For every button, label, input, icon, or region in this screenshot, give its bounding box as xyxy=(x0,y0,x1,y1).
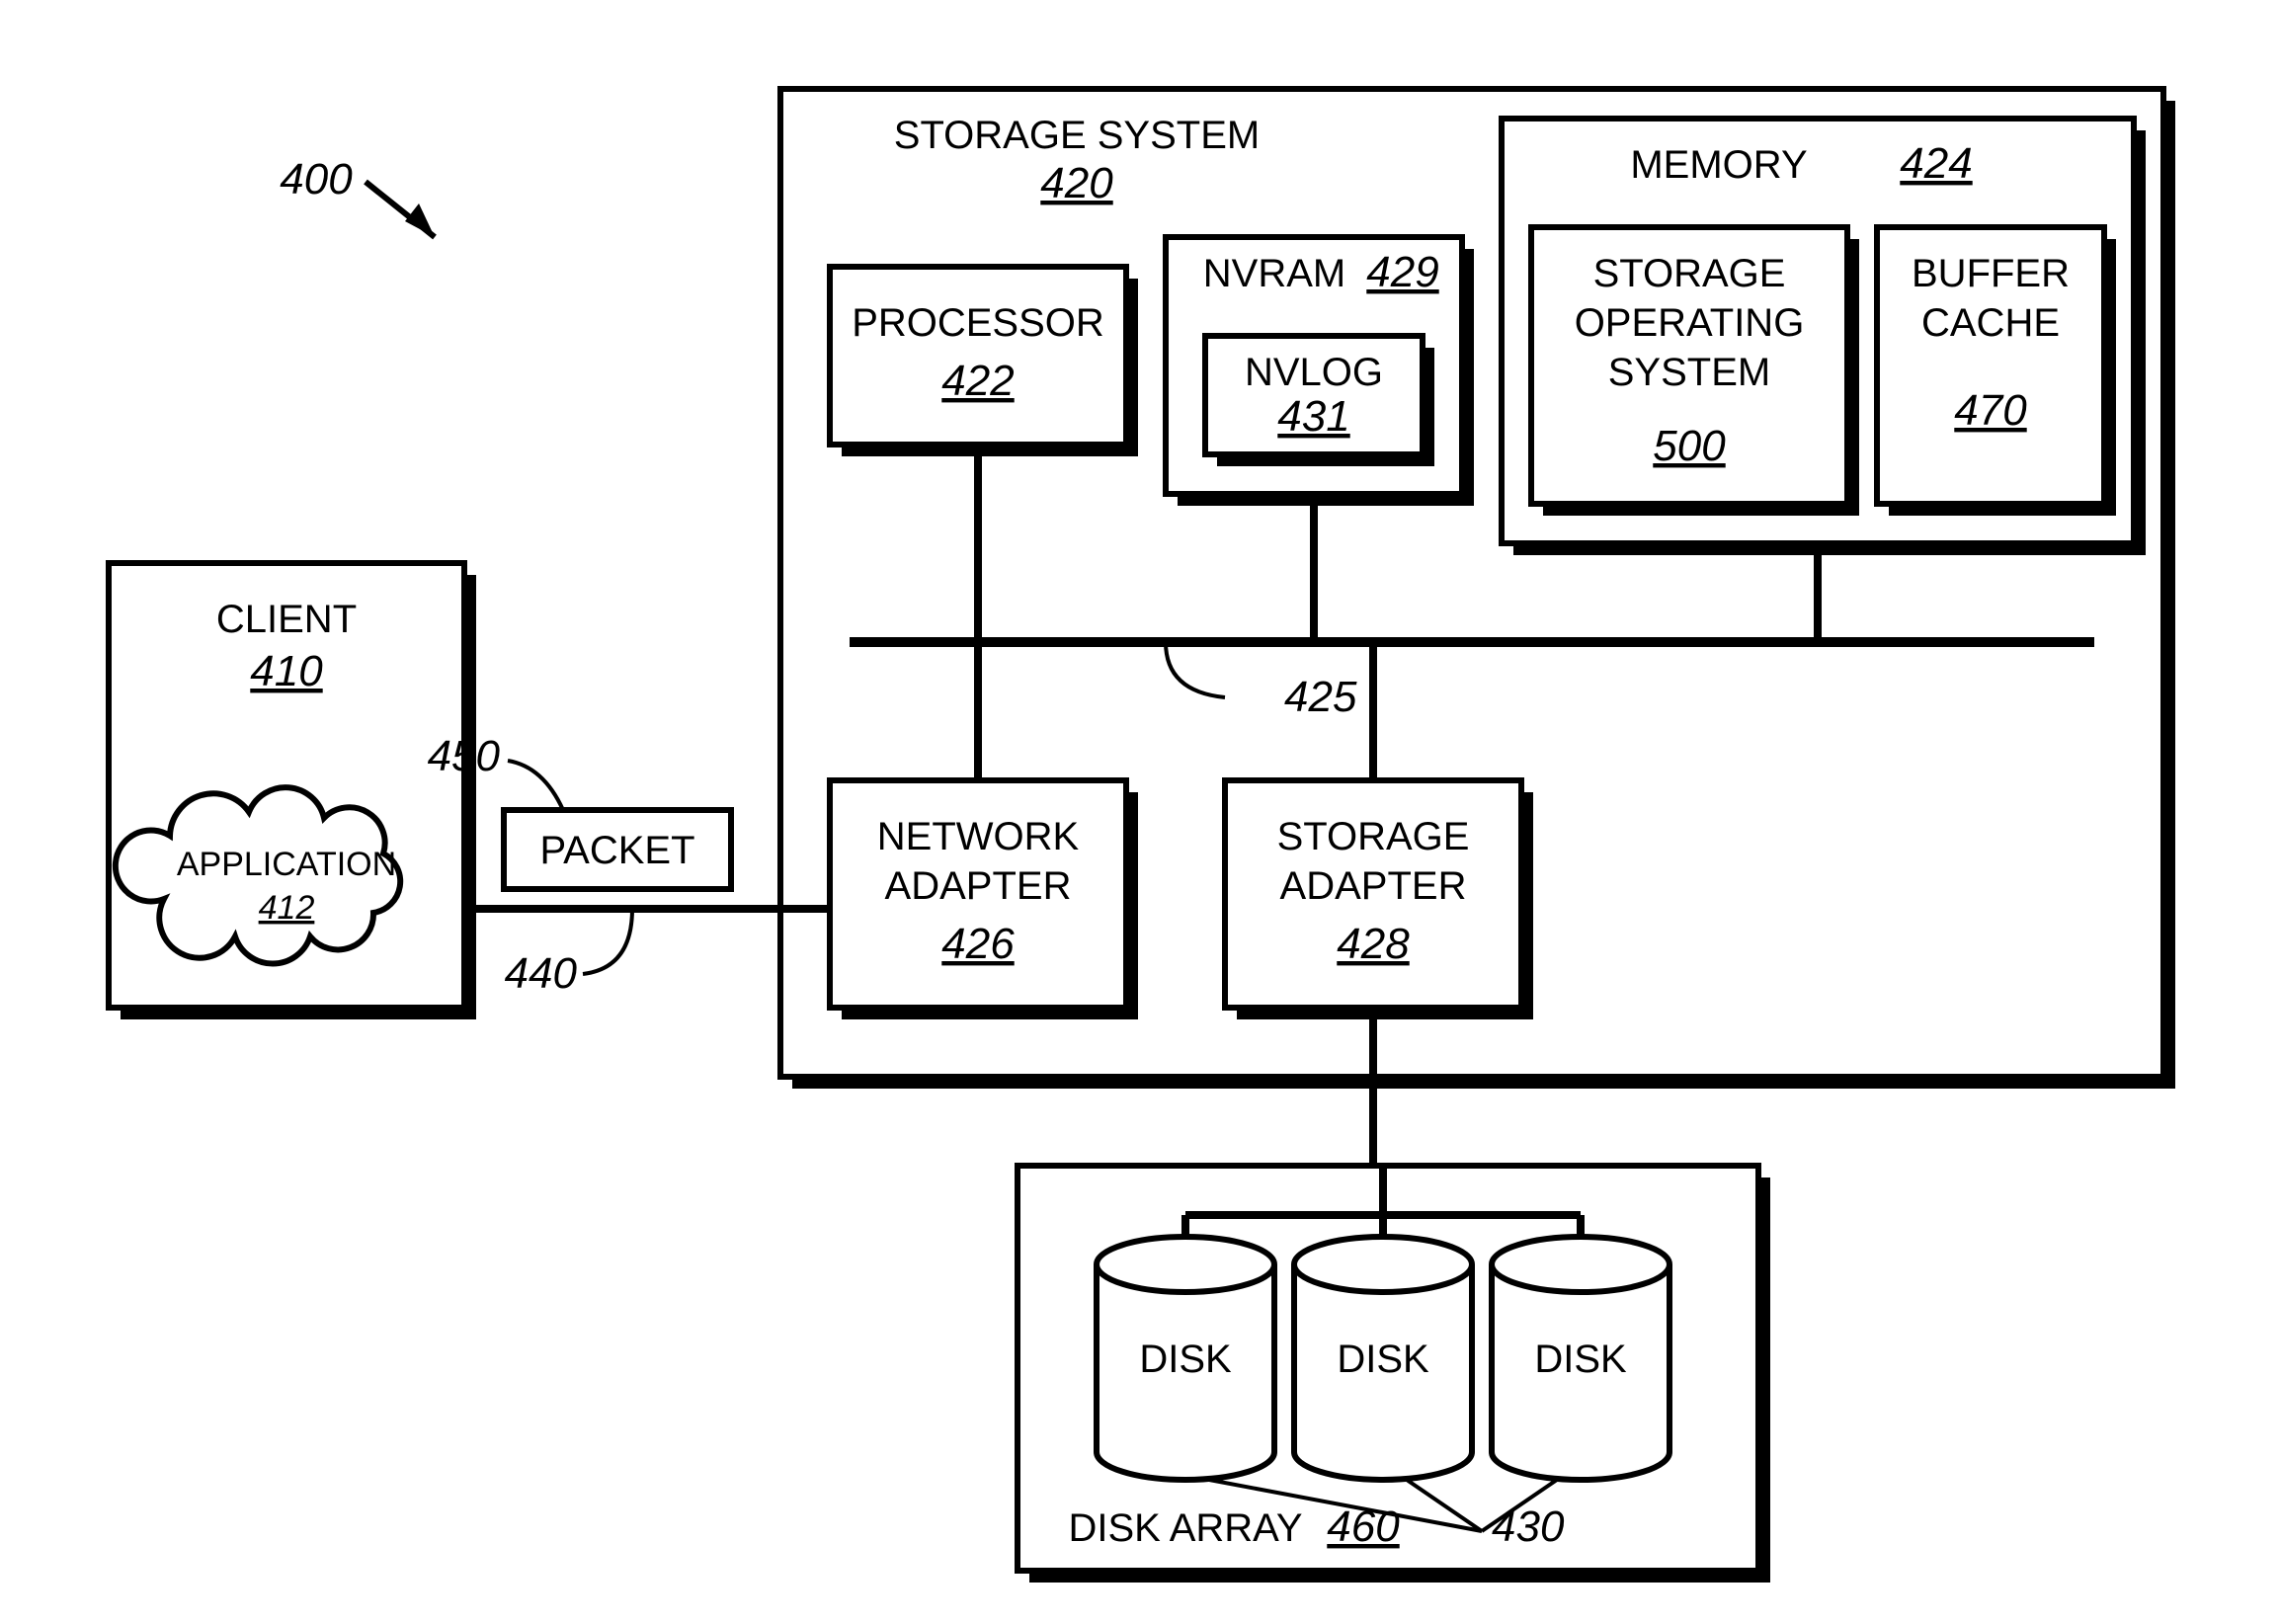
client-box: CLIENT 410 APPLICATION 412 xyxy=(109,563,476,1019)
svg-text:410: 410 xyxy=(250,647,323,695)
svg-text:500: 500 xyxy=(1653,422,1726,470)
svg-text:NVLOG: NVLOG xyxy=(1245,351,1383,394)
svg-text:426: 426 xyxy=(941,920,1015,968)
svg-text:CACHE: CACHE xyxy=(1921,301,2060,345)
svg-text:DISK: DISK xyxy=(1139,1338,1232,1381)
svg-text:APPLICATION: APPLICATION xyxy=(177,846,396,883)
memory-box: MEMORY 424 STORAGE OPERATING SYSTEM 500 BUFFER… xyxy=(1502,119,2146,555)
svg-text:OPERATING: OPERATING xyxy=(1575,301,1805,345)
svg-text:470: 470 xyxy=(1954,386,2027,435)
svg-text:440: 440 xyxy=(505,949,578,998)
svg-text:ADAPTER: ADAPTER xyxy=(885,864,1072,908)
svg-text:NVRAM: NVRAM xyxy=(1203,252,1345,295)
svg-text:429: 429 xyxy=(1366,248,1438,296)
svg-text:431: 431 xyxy=(1277,392,1349,441)
svg-text:PACKET: PACKET xyxy=(539,829,694,872)
network-adapter-box: NETWORK ADAPTER 426 xyxy=(830,780,1138,1019)
svg-text:425: 425 xyxy=(1284,673,1357,721)
svg-text:400: 400 xyxy=(280,155,353,203)
svg-text:420: 420 xyxy=(1040,159,1113,207)
svg-text:422: 422 xyxy=(941,357,1014,405)
svg-text:DISK: DISK xyxy=(1534,1338,1627,1381)
svg-text:ADAPTER: ADAPTER xyxy=(1280,864,1467,908)
svg-text:424: 424 xyxy=(1900,139,1972,188)
nvram-box: NVRAM 429 NVLOG431 xyxy=(1166,237,1474,506)
svg-text:STORAGE SYSTEM: STORAGE SYSTEM xyxy=(894,114,1260,157)
svg-text:412: 412 xyxy=(259,889,315,927)
svg-text:NETWORK: NETWORK xyxy=(877,815,1080,858)
packet-box: PACKET 450 440 xyxy=(428,732,830,998)
svg-text:DISK ARRAY: DISK ARRAY xyxy=(1068,1506,1302,1550)
svg-text:PROCESSOR: PROCESSOR xyxy=(852,301,1104,345)
svg-text:BUFFER: BUFFER xyxy=(1912,252,2070,295)
svg-text:DISK: DISK xyxy=(1337,1338,1429,1381)
svg-text:428: 428 xyxy=(1337,920,1410,968)
storage-adapter-box: STORAGE ADAPTER 428 xyxy=(1225,780,1533,1019)
svg-text:MEMORY: MEMORY xyxy=(1630,143,1807,187)
svg-text:SYSTEM: SYSTEM xyxy=(1608,351,1770,394)
svg-text:STORAGE: STORAGE xyxy=(1593,252,1786,295)
svg-text:CLIENT: CLIENT xyxy=(216,598,357,641)
figure-ref: 400 xyxy=(280,155,435,237)
svg-text:STORAGE: STORAGE xyxy=(1277,815,1470,858)
svg-text:450: 450 xyxy=(428,732,501,780)
svg-text:430: 430 xyxy=(1492,1502,1565,1551)
disk-array-box: DISKDISKDISKDISK ARRAY460430 xyxy=(1018,1019,1770,1583)
processor-box: PROCESSOR 422 xyxy=(830,267,1138,456)
